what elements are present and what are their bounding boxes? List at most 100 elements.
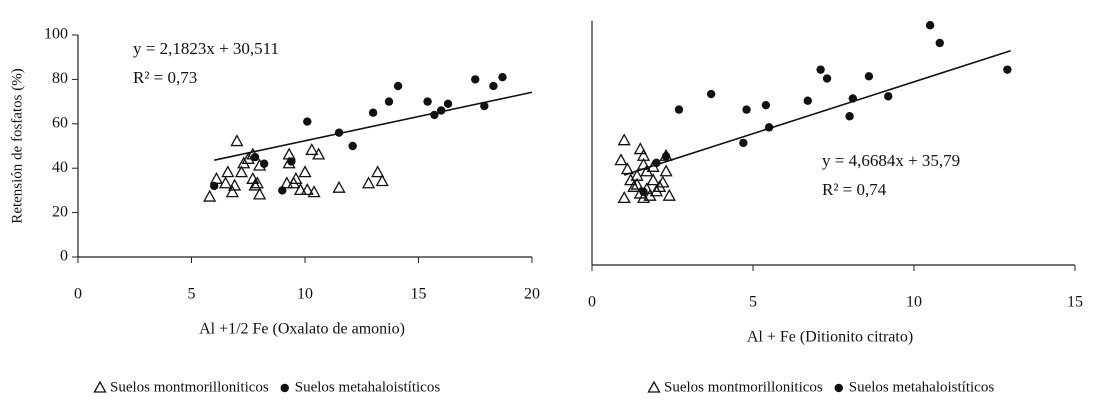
- legend-marker: [834, 383, 843, 393]
- circle-point: [884, 92, 893, 101]
- triangle-point: [300, 183, 314, 196]
- circle-point: [430, 110, 439, 120]
- circle-point: [368, 108, 378, 117]
- triangle-point: [293, 183, 308, 196]
- legend-label: Suelos montmorilloniticos: [110, 379, 269, 395]
- circle-point: [287, 157, 296, 166]
- triangle-point: [630, 177, 644, 190]
- triangle-point: [203, 189, 217, 202]
- circle-point: [822, 74, 832, 83]
- circle-point: [1003, 65, 1012, 74]
- x-tick-label: 10: [906, 294, 922, 311]
- circle-point: [278, 186, 287, 195]
- circle-point: [674, 105, 684, 114]
- y-tick-label: 60: [52, 114, 68, 131]
- triangle-point: [614, 153, 628, 166]
- circle-point: [845, 112, 854, 121]
- circle-point: [423, 97, 432, 106]
- circle-point: [935, 38, 944, 48]
- x-tick-label: 0: [588, 294, 596, 311]
- circle-point: [303, 117, 312, 126]
- circle-point: [848, 94, 858, 103]
- triangle-point: [209, 171, 224, 184]
- triangle-point: [234, 165, 249, 178]
- triangle-point: [361, 176, 376, 189]
- x-tick-label: 5: [749, 294, 757, 311]
- x-tick-label: 10: [297, 286, 313, 303]
- x-tick-label: 5: [188, 286, 196, 303]
- y-axis-label: Retensión de fosfatos (%): [9, 68, 25, 223]
- triangle-point: [617, 133, 631, 146]
- circle-point: [480, 101, 489, 111]
- circle-point: [348, 141, 357, 151]
- circle-point: [816, 65, 825, 74]
- circle-point: [384, 97, 394, 106]
- y-tick-label: 20: [52, 203, 68, 220]
- circle-point: [864, 72, 874, 81]
- circle-point: [471, 75, 480, 84]
- triangle-point: [225, 185, 239, 198]
- x-tick-label: 15: [411, 286, 427, 303]
- triangle-point: [332, 180, 346, 193]
- equation: y = 4,6684x + 35,79: [822, 151, 960, 170]
- triangle-point: [620, 162, 635, 175]
- triangle-point: [248, 178, 262, 191]
- triangle-point: [656, 175, 670, 188]
- circle-point: [764, 123, 774, 132]
- circle-point: [652, 158, 661, 168]
- triangle-point: [633, 142, 647, 155]
- triangle-point: [627, 179, 641, 192]
- trendline: [623, 50, 1011, 176]
- legend-label: Suelos metahaloistíticos: [295, 379, 441, 395]
- triangle-point: [646, 173, 660, 186]
- x-tick-label: 0: [74, 286, 82, 303]
- circle-point: [489, 81, 498, 91]
- x-tick-label: 20: [524, 286, 540, 303]
- triangle-point: [250, 176, 264, 189]
- triangle-point: [280, 176, 294, 189]
- triangle-point: [298, 165, 312, 178]
- circle-point: [393, 81, 403, 91]
- y-tick-label: 0: [60, 248, 68, 265]
- x-tick-label: 15: [1067, 294, 1083, 311]
- circle-point: [437, 106, 446, 115]
- circle-point: [706, 89, 716, 99]
- triangle-point: [375, 174, 389, 187]
- triangle-point: [253, 187, 267, 200]
- circle-point: [739, 138, 748, 148]
- circle-point: [443, 99, 453, 109]
- triangle-point: [617, 191, 631, 204]
- y-tick-label: 80: [52, 70, 68, 87]
- triangle-point: [636, 157, 651, 170]
- legend-label: Suelos metahaloistíticos: [849, 379, 995, 395]
- legend-marker: [647, 380, 661, 393]
- triangle-point: [312, 147, 326, 160]
- y-tick-label: 100: [44, 26, 68, 43]
- triangle-point: [371, 165, 385, 178]
- equation: R² = 0,73: [133, 68, 197, 87]
- triangle-point: [228, 178, 242, 191]
- circle-point: [210, 181, 219, 191]
- trendline: [214, 91, 533, 161]
- circle-point: [334, 128, 344, 137]
- triangle-point: [307, 185, 321, 198]
- x-axis-label: Al +1/2 Fe (Oxalato de amonio): [199, 321, 405, 338]
- circle-point: [259, 159, 269, 168]
- circle-point: [925, 21, 935, 30]
- triangle-point: [289, 171, 303, 184]
- circle-point: [661, 152, 671, 161]
- x-axis-label: Al + Fe (Ditionito citrato): [747, 329, 913, 346]
- circle-point: [498, 72, 507, 82]
- triangle-point: [659, 164, 673, 177]
- triangle-point: [218, 176, 233, 189]
- circle-point: [742, 105, 751, 114]
- equation: y = 2,1823x + 30,511: [133, 39, 279, 58]
- equation: R² = 0,74: [822, 180, 887, 199]
- legend-marker: [93, 380, 107, 393]
- triangle-point: [305, 143, 319, 156]
- triangle-point: [221, 165, 235, 178]
- circle-point: [803, 96, 812, 105]
- circle-point: [250, 152, 260, 162]
- triangle-point: [230, 134, 244, 147]
